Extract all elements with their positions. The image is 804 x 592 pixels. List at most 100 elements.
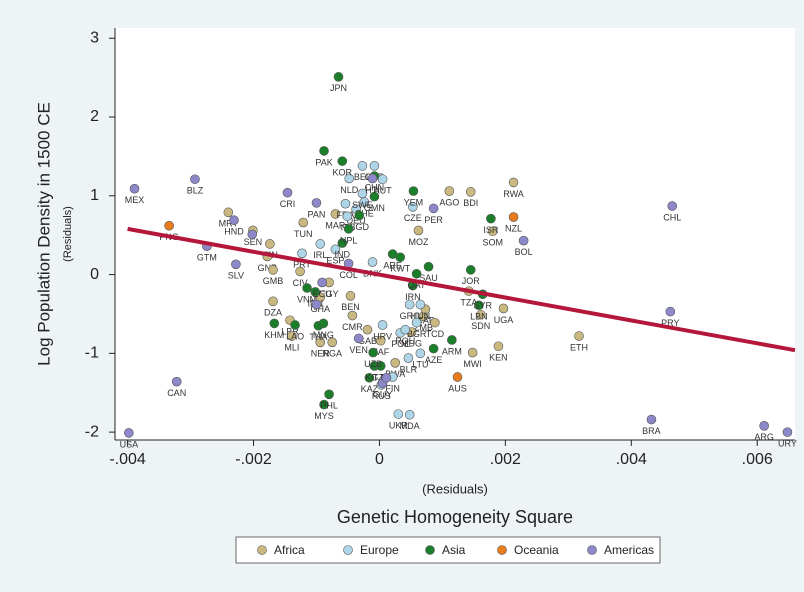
- point: [290, 320, 300, 330]
- point-label: CAF: [416, 316, 435, 326]
- point-label: SYR: [473, 301, 492, 311]
- point-label: GAB: [358, 336, 377, 346]
- point-label: TZA: [460, 297, 477, 307]
- point-label: ISR: [483, 225, 499, 235]
- point-label: AUT: [374, 186, 393, 196]
- point-label: EGY: [320, 289, 339, 299]
- point: [423, 261, 434, 272]
- point-label: ARE: [383, 260, 402, 270]
- point: [411, 268, 422, 279]
- point-label: BRA: [642, 426, 661, 436]
- point-label: MRT: [219, 219, 239, 229]
- point-label: UZB: [364, 359, 382, 369]
- point-label: BEL: [354, 172, 371, 182]
- point: [428, 203, 439, 214]
- x-axis-subtitle: (Residuals): [422, 481, 488, 496]
- point-label: NZL: [505, 223, 522, 233]
- point: [369, 161, 380, 171]
- point-label: ZMB: [414, 323, 433, 333]
- point-label: IRL: [313, 250, 327, 260]
- point: [319, 146, 329, 156]
- point: [319, 399, 329, 410]
- y-tick-label: 3: [90, 29, 99, 46]
- x-tick-label: -.004: [109, 451, 146, 468]
- point-label: GMB: [263, 276, 284, 286]
- plot-area: [115, 28, 795, 440]
- point: [287, 331, 297, 341]
- point-label: KGZ: [365, 372, 384, 382]
- point: [375, 361, 386, 371]
- point: [282, 187, 293, 198]
- point-label: SWE: [352, 200, 373, 210]
- legend-label: Africa: [274, 543, 305, 557]
- point: [367, 173, 378, 184]
- fit-line: [127, 226, 796, 353]
- point-label: BDI: [463, 198, 478, 208]
- point-label: HTI: [365, 185, 380, 195]
- point-label: HND: [224, 227, 244, 237]
- point: [302, 283, 312, 293]
- x-tick-label: .002: [490, 451, 521, 468]
- point: [362, 324, 373, 335]
- point: [268, 296, 278, 307]
- point: [324, 389, 334, 400]
- point-label: IND: [335, 249, 351, 259]
- y-axis-subtitle: (Residuals): [62, 206, 74, 262]
- point-label: PAK: [315, 157, 332, 167]
- point-label: CHE: [355, 208, 374, 218]
- point: [474, 300, 484, 311]
- point: [404, 409, 415, 420]
- point-label: BGD: [350, 222, 370, 232]
- point-label: VEN: [349, 345, 368, 355]
- y-tick-label: -1: [85, 345, 99, 362]
- point: [452, 372, 463, 382]
- point-label: ROU: [395, 336, 415, 346]
- point: [333, 72, 344, 82]
- point: [311, 198, 322, 208]
- point-label: AUS: [448, 383, 467, 393]
- point: [297, 248, 307, 259]
- point: [343, 224, 354, 234]
- legend-label: Americas: [604, 543, 654, 557]
- point: [375, 335, 386, 346]
- point: [354, 210, 365, 221]
- point-label: BGR: [407, 329, 427, 339]
- point-label: USA: [120, 439, 139, 449]
- point-label: ZAF: [372, 347, 390, 357]
- point: [486, 213, 496, 224]
- point-label: CHL: [663, 212, 681, 222]
- point-label: MEX: [125, 195, 145, 205]
- point: [353, 333, 364, 344]
- point-label: GNB: [258, 263, 278, 273]
- point-label: LTU: [412, 360, 428, 370]
- x-axis-title: Genetic Homogeneity Square: [337, 507, 573, 527]
- point-label: ECU: [313, 289, 332, 299]
- point: [330, 244, 341, 255]
- point-label: SOM: [483, 238, 504, 248]
- point: [508, 212, 519, 222]
- point: [447, 335, 457, 345]
- point: [357, 161, 368, 171]
- point-label: SDN: [471, 321, 490, 331]
- y-axis-title: Log Population Density in 1500 CE: [34, 102, 53, 366]
- legend-label: Europe: [360, 543, 399, 557]
- point-label: CMR: [342, 322, 363, 332]
- point-label: DEU: [347, 216, 366, 226]
- point: [190, 174, 200, 185]
- point: [317, 277, 327, 288]
- point-label: CZE: [404, 213, 422, 223]
- point: [665, 306, 676, 317]
- point: [476, 309, 486, 320]
- point: [223, 207, 234, 218]
- point-label: DZA: [264, 308, 282, 318]
- x-tick-label: .004: [616, 451, 647, 468]
- point: [295, 266, 305, 277]
- point: [171, 376, 182, 387]
- point: [508, 177, 519, 188]
- point: [395, 252, 406, 263]
- point: [487, 226, 498, 237]
- point: [430, 317, 440, 328]
- point-label: PAN: [308, 209, 326, 219]
- point: [400, 324, 411, 335]
- point-label: TUN: [294, 229, 313, 239]
